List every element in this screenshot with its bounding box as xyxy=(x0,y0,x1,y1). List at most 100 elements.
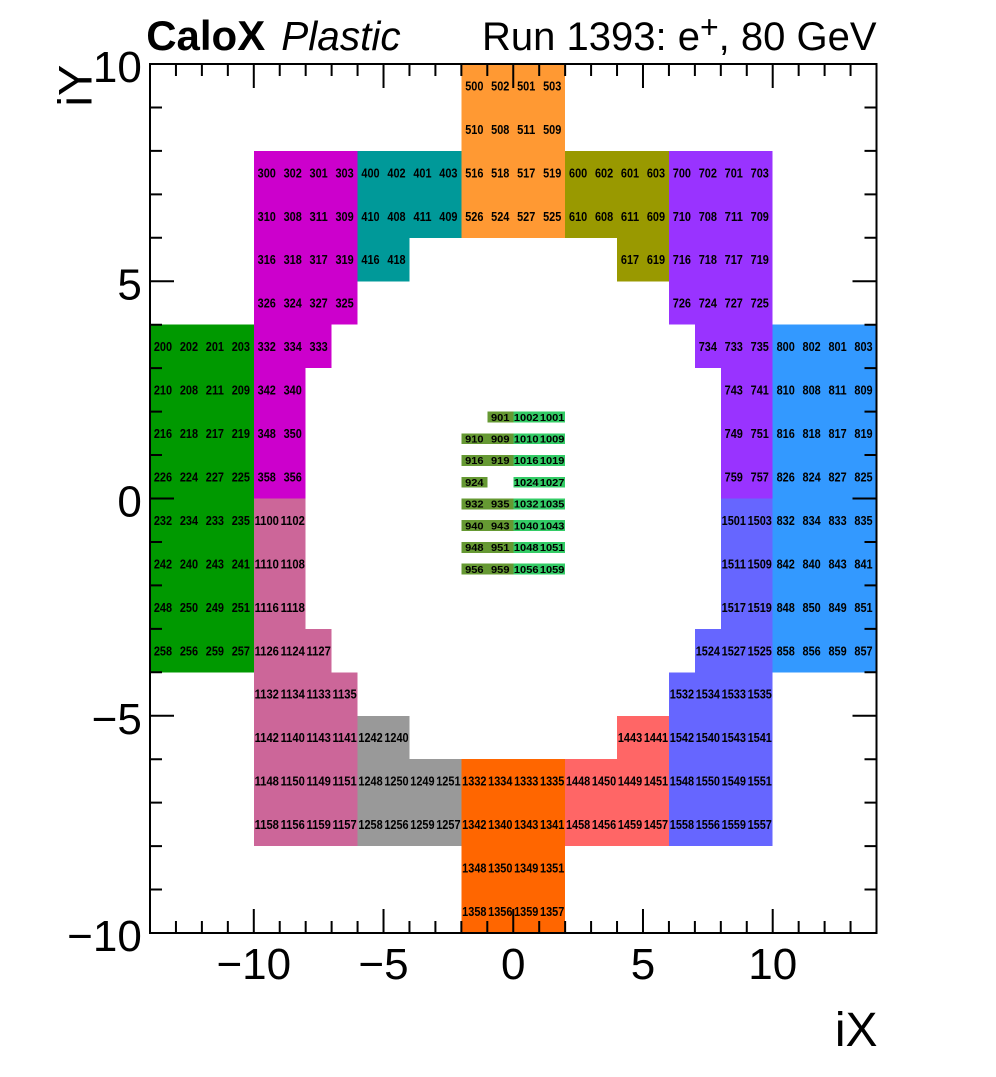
svg-text:iX: iX xyxy=(835,1004,878,1057)
svg-text:200: 200 xyxy=(154,339,172,354)
svg-text:511: 511 xyxy=(517,122,535,137)
svg-text:526: 526 xyxy=(465,209,483,224)
svg-text:1359: 1359 xyxy=(514,904,538,919)
svg-text:1132: 1132 xyxy=(255,687,279,702)
svg-text:1040: 1040 xyxy=(514,521,539,532)
svg-text:1249: 1249 xyxy=(410,774,434,789)
svg-text:743: 743 xyxy=(725,383,743,398)
svg-text:1551: 1551 xyxy=(748,774,772,789)
svg-text:243: 243 xyxy=(206,556,224,571)
svg-text:924: 924 xyxy=(465,478,484,489)
svg-text:610: 610 xyxy=(569,209,587,224)
svg-text:0: 0 xyxy=(117,478,141,527)
svg-text:751: 751 xyxy=(751,426,769,441)
svg-text:516: 516 xyxy=(465,165,483,180)
svg-text:1158: 1158 xyxy=(255,817,279,832)
svg-text:848: 848 xyxy=(777,600,795,615)
svg-text:1525: 1525 xyxy=(748,643,772,658)
svg-text:600: 600 xyxy=(569,165,587,180)
svg-text:943: 943 xyxy=(491,521,510,532)
svg-text:1043: 1043 xyxy=(540,521,565,532)
svg-text:1558: 1558 xyxy=(670,817,694,832)
svg-text:211: 211 xyxy=(206,383,224,398)
svg-text:509: 509 xyxy=(543,122,561,137)
svg-text:−5: −5 xyxy=(358,940,408,989)
svg-text:1559: 1559 xyxy=(722,817,746,832)
svg-text:308: 308 xyxy=(284,209,302,224)
svg-text:810: 810 xyxy=(777,383,795,398)
svg-text:202: 202 xyxy=(180,339,198,354)
svg-text:1250: 1250 xyxy=(384,774,408,789)
svg-text:1024: 1024 xyxy=(514,478,539,489)
svg-text:840: 840 xyxy=(803,556,821,571)
svg-text:859: 859 xyxy=(828,643,846,658)
svg-text:226: 226 xyxy=(154,469,172,484)
svg-text:303: 303 xyxy=(335,165,353,180)
svg-text:1550: 1550 xyxy=(696,774,720,789)
svg-text:525: 525 xyxy=(543,209,561,224)
svg-text:1443: 1443 xyxy=(618,730,642,745)
svg-text:833: 833 xyxy=(828,513,846,528)
svg-text:216: 216 xyxy=(154,426,172,441)
svg-text:1027: 1027 xyxy=(540,478,565,489)
svg-text:727: 727 xyxy=(725,296,743,311)
svg-text:1056: 1056 xyxy=(514,565,539,576)
svg-text:−10: −10 xyxy=(216,940,291,989)
svg-text:408: 408 xyxy=(387,209,405,224)
svg-text:1016: 1016 xyxy=(514,456,539,467)
svg-text:1357: 1357 xyxy=(540,904,564,919)
svg-text:824: 824 xyxy=(803,469,822,484)
svg-text:1032: 1032 xyxy=(514,500,539,511)
svg-text:218: 218 xyxy=(180,426,198,441)
svg-text:916: 916 xyxy=(465,456,484,467)
svg-text:203: 203 xyxy=(232,339,250,354)
svg-text:1159: 1159 xyxy=(307,817,331,832)
svg-text:1248: 1248 xyxy=(358,774,382,789)
svg-text:350: 350 xyxy=(284,426,302,441)
svg-text:818: 818 xyxy=(803,426,821,441)
svg-text:843: 843 xyxy=(828,556,846,571)
svg-text:−10: −10 xyxy=(67,912,142,961)
svg-text:225: 225 xyxy=(232,469,250,484)
svg-text:1343: 1343 xyxy=(514,817,538,832)
svg-text:1102: 1102 xyxy=(281,513,305,528)
svg-text:1110: 1110 xyxy=(255,556,279,571)
svg-text:240: 240 xyxy=(180,556,198,571)
svg-text:233: 233 xyxy=(206,513,224,528)
svg-text:819: 819 xyxy=(854,426,872,441)
svg-text:224: 224 xyxy=(180,469,199,484)
svg-text:611: 611 xyxy=(621,209,639,224)
svg-text:319: 319 xyxy=(335,252,353,267)
svg-text:316: 316 xyxy=(258,252,276,267)
svg-text:757: 757 xyxy=(751,469,769,484)
svg-text:518: 518 xyxy=(491,165,509,180)
svg-text:501: 501 xyxy=(517,78,535,93)
svg-text:1540: 1540 xyxy=(696,730,720,745)
svg-text:959: 959 xyxy=(491,565,510,576)
svg-text:718: 718 xyxy=(699,252,717,267)
svg-text:iY: iY xyxy=(48,65,101,107)
svg-text:1449: 1449 xyxy=(618,774,642,789)
svg-text:716: 716 xyxy=(673,252,691,267)
svg-text:209: 209 xyxy=(232,383,250,398)
svg-text:1548: 1548 xyxy=(670,774,694,789)
svg-text:711: 711 xyxy=(725,209,743,224)
svg-text:1340: 1340 xyxy=(488,817,512,832)
svg-text:1134: 1134 xyxy=(281,687,306,702)
svg-text:932: 932 xyxy=(465,500,484,511)
svg-text:809: 809 xyxy=(854,383,872,398)
svg-text:1126: 1126 xyxy=(255,643,279,658)
svg-text:5: 5 xyxy=(631,940,655,989)
svg-text:1151: 1151 xyxy=(332,774,356,789)
svg-text:759: 759 xyxy=(725,469,743,484)
svg-text:1048: 1048 xyxy=(514,543,539,554)
svg-text:310: 310 xyxy=(258,209,276,224)
svg-text:842: 842 xyxy=(777,556,795,571)
svg-text:1256: 1256 xyxy=(384,817,408,832)
svg-text:909: 909 xyxy=(491,435,510,446)
svg-text:1541: 1541 xyxy=(748,730,772,745)
svg-text:−5: −5 xyxy=(92,695,142,744)
svg-text:1451: 1451 xyxy=(644,774,668,789)
svg-text:803: 803 xyxy=(854,339,872,354)
svg-text:619: 619 xyxy=(647,252,665,267)
